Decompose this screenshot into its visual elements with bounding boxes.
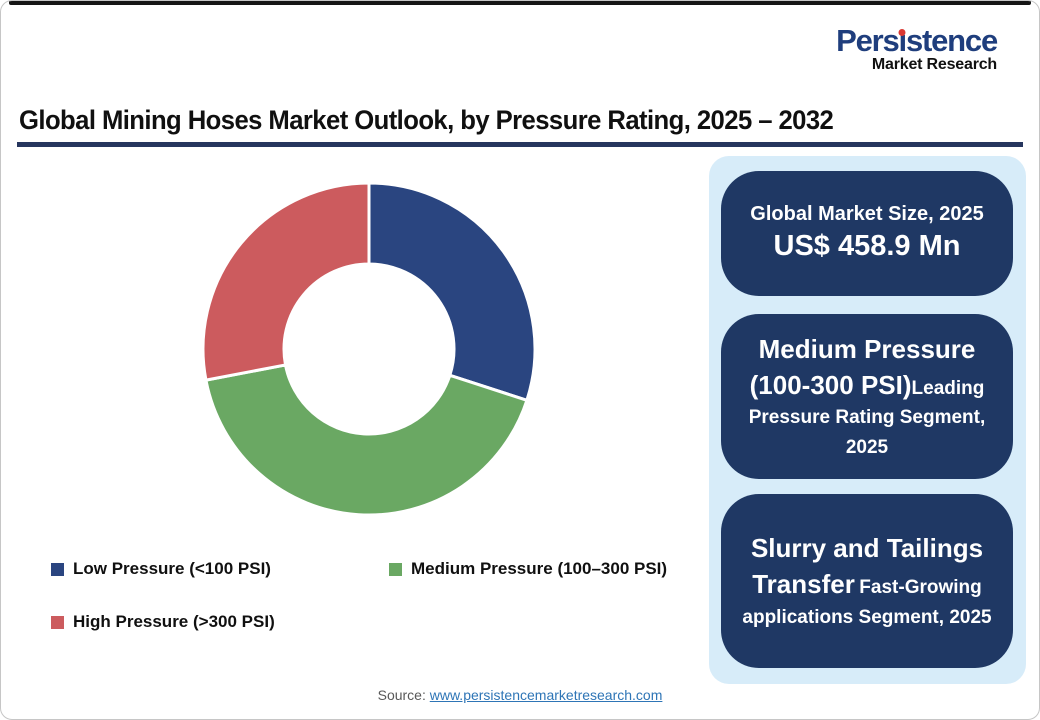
page-title: Global Mining Hoses Market Outlook, by P… xyxy=(19,105,834,135)
legend-item-low-pressure: Low Pressure (<100 PSI) xyxy=(51,559,271,579)
legend-label-high-pressure: High Pressure (>300 PSI) xyxy=(73,612,275,631)
legend-item-medium-pressure: Medium Pressure (100–300 PSI) xyxy=(389,559,667,579)
legend-swatch-high-pressure-icon xyxy=(51,615,64,629)
brand-name: Persı stence xyxy=(836,23,998,58)
source-link[interactable]: www.persistencemarketresearch.com xyxy=(429,687,663,703)
leading-segment-highlight: Medium Pressure (100-300 PSI) xyxy=(749,333,976,401)
legend-swatch-medium-pressure-icon xyxy=(389,562,402,576)
logo-i-dot-icon xyxy=(898,29,906,36)
source-label: Source: xyxy=(377,687,426,703)
legend-label-low-pressure: Low Pressure (<100 PSI) xyxy=(73,559,271,578)
donut-chart-svg xyxy=(201,181,537,517)
fast-growing-caption: Fast-Growing applications Segment, 2025 xyxy=(742,577,992,628)
fast-growing-segment-card: Slurry and Tailings Transfer Fast-Growin… xyxy=(721,494,1013,668)
fast-growing-highlight: Slurry and Tailings Transfer xyxy=(750,532,984,600)
leading-segment-caption: Leading Pressure Rating Segment, 2025 xyxy=(748,378,986,458)
leading-segment-card: Medium Pressure (100-300 PSI)Leading Pre… xyxy=(721,314,1013,479)
market-size-value: US$ 458.9 Mn xyxy=(773,230,961,263)
legend-swatch-low-pressure-icon xyxy=(51,562,64,576)
source-line: Source: www.persistencemarketresearch.co… xyxy=(1,687,1039,703)
legend-item-high-pressure: High Pressure (>300 PSI) xyxy=(51,612,275,632)
market-size-title: Global Market Size, 2025 xyxy=(750,203,984,226)
brand-tagline: Market Research xyxy=(871,56,997,73)
brand-logo: Persı stence Market Research xyxy=(836,23,998,73)
top-accent-bar xyxy=(9,1,1031,5)
market-size-card: Global Market Size, 2025 US$ 458.9 Mn xyxy=(721,171,1013,296)
legend-label-medium-pressure: Medium Pressure (100–300 PSI) xyxy=(411,559,668,578)
title-underline xyxy=(17,142,1023,147)
donut-slice-0 xyxy=(367,181,537,402)
donut-slice-1 xyxy=(204,363,529,517)
highlights-panel: Global Market Size, 2025 US$ 458.9 Mn Me… xyxy=(709,156,1026,684)
donut-slice-2 xyxy=(201,181,371,382)
donut-chart xyxy=(201,181,537,517)
